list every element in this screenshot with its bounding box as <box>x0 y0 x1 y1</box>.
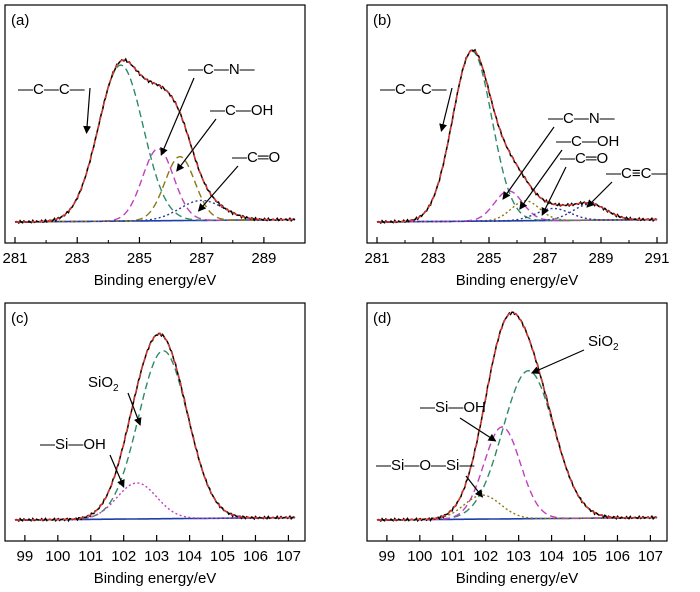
x-tick-label: 103 <box>144 548 169 565</box>
curves <box>376 311 658 523</box>
annotation-arrow <box>439 87 453 132</box>
panel-c: 99 100 101 102 103 104 105 106 107 SiO2 —Si—OH (c… <box>4 302 306 587</box>
annotation-arrow <box>530 349 585 374</box>
annotation-arrow <box>83 87 92 134</box>
x-tick-label: 106 <box>243 548 268 565</box>
series-envelope <box>377 49 657 223</box>
peak-component-2 <box>377 199 657 223</box>
x-tick-label: 283 <box>65 250 90 267</box>
peak-label: —Si—O—Si— <box>376 457 474 474</box>
plot-frame <box>366 302 668 542</box>
x-tick-label: 99 <box>379 548 396 565</box>
annotation-arrow <box>465 475 484 498</box>
x-axis-title: Binding energy/eV <box>456 570 579 587</box>
x-tick-label: 289 <box>588 250 613 267</box>
x-tick-label: 102 <box>473 548 498 565</box>
annotation-arrow <box>160 77 195 156</box>
peak-component-1 <box>15 482 295 521</box>
series-measured <box>14 332 296 523</box>
series-envelope <box>15 59 295 223</box>
peak-label: —C—OH <box>556 133 619 150</box>
x-tick-label: 287 <box>189 250 214 267</box>
curves <box>376 48 658 225</box>
x-tick-label: 281 <box>2 250 27 267</box>
annotation-arrow <box>109 454 125 488</box>
x-tick-label: 99 <box>17 548 34 565</box>
annotations: —C—C— —C—N— —C—OH —C═O <box>18 61 280 212</box>
peak-component-2 <box>15 155 295 223</box>
x-axis-title: Binding energy/eV <box>94 272 217 289</box>
x-tick-label: 102 <box>111 548 136 565</box>
annotation-arrow <box>459 417 497 442</box>
peak-label: —C≡C— <box>606 165 666 182</box>
x-tick-label: 281 <box>364 250 389 267</box>
x-tick-label: 289 <box>251 250 276 267</box>
x-tick-label: 106 <box>605 548 630 565</box>
annotations: —C—C— —C—N— —C—OH—C═O—C≡C— <box>380 81 666 216</box>
annotation-arrow <box>502 126 555 200</box>
x-axis-title: Binding energy/eV <box>456 272 579 289</box>
x-ticks: 281 283 285 287 289 <box>2 237 276 267</box>
x-ticks: 281 283 285 287 289 291 <box>364 237 670 267</box>
x-tick-label: 285 <box>127 250 152 267</box>
peak-label: —C—N— <box>548 110 615 127</box>
peak-component-0 <box>377 369 657 521</box>
x-tick-label: 101 <box>78 548 103 565</box>
peak-label: SiO2 <box>588 333 619 353</box>
panel-a: 281 283 285 287 289 —C—C——C—N——C—OH—C═O (a) … <box>2 4 306 289</box>
annotation-arrow <box>176 118 217 172</box>
x-tick-label: 100 <box>45 548 70 565</box>
annotation-arrow <box>519 149 563 210</box>
x-ticks: 99 100 101 102 103 104 105 106 107 <box>379 535 663 565</box>
x-ticks: 99 100 101 102 103 104 105 106 107 <box>17 535 301 565</box>
peak-label: —Si—OH <box>40 436 106 453</box>
panel-letter: (d) <box>373 310 391 327</box>
x-tick-label: 103 <box>506 548 531 565</box>
x-tick-label: 105 <box>210 548 235 565</box>
panel-letter: (a) <box>11 12 29 29</box>
peak-label: —Si—OH <box>420 399 486 416</box>
panel-b: 281 283 285 287 289 291 —C—C— —C—N— —C—OH—C═O—C… <box>364 4 670 289</box>
x-tick-label: 104 <box>539 548 564 565</box>
x-tick-label: 100 <box>407 548 432 565</box>
x-tick-label: 283 <box>420 250 445 267</box>
panel-letter: (b) <box>373 12 391 29</box>
peak-label: —C—N— <box>188 61 255 78</box>
plot-frame <box>4 302 306 542</box>
panel-letter: (c) <box>11 310 29 327</box>
peak-label: —C—C— <box>380 81 447 98</box>
peak-component-2 <box>377 494 657 521</box>
panel-d: 99 100 101 102 103 104 105 106 107 SiO2 —Si—OH —Si… <box>366 302 668 587</box>
annotation-arrow <box>197 165 239 212</box>
annotation-arrow <box>127 392 142 426</box>
annotation-arrow <box>586 181 613 208</box>
x-tick-label: 101 <box>440 548 465 565</box>
curves <box>14 57 296 225</box>
annotations: SiO2 —Si—OH <box>40 374 142 488</box>
peak-label: —C—C— <box>18 81 85 98</box>
x-tick-label: 291 <box>644 250 669 267</box>
x-tick-label: 285 <box>476 250 501 267</box>
x-axis-title: Binding energy/eV <box>94 570 217 587</box>
x-tick-label: 107 <box>638 548 663 565</box>
x-tick-label: 105 <box>572 548 597 565</box>
peak-label: SiO2 <box>88 374 119 394</box>
x-tick-label: 287 <box>532 250 557 267</box>
peak-label: —C═O <box>560 150 608 167</box>
peak-label: —C—OH <box>210 102 273 119</box>
annotation-arrow <box>541 166 567 216</box>
curves <box>14 332 296 523</box>
peak-component-3 <box>15 199 295 223</box>
plot-frame <box>366 4 668 244</box>
annotations: SiO2 —Si—OH —Si—O—Si— <box>376 333 619 498</box>
series-envelope <box>15 333 295 521</box>
x-tick-label: 104 <box>177 548 202 565</box>
x-tick-label: 107 <box>276 548 301 565</box>
plot-frame <box>4 4 306 244</box>
peak-label: —C═O <box>232 149 280 166</box>
series-envelope <box>377 312 657 521</box>
